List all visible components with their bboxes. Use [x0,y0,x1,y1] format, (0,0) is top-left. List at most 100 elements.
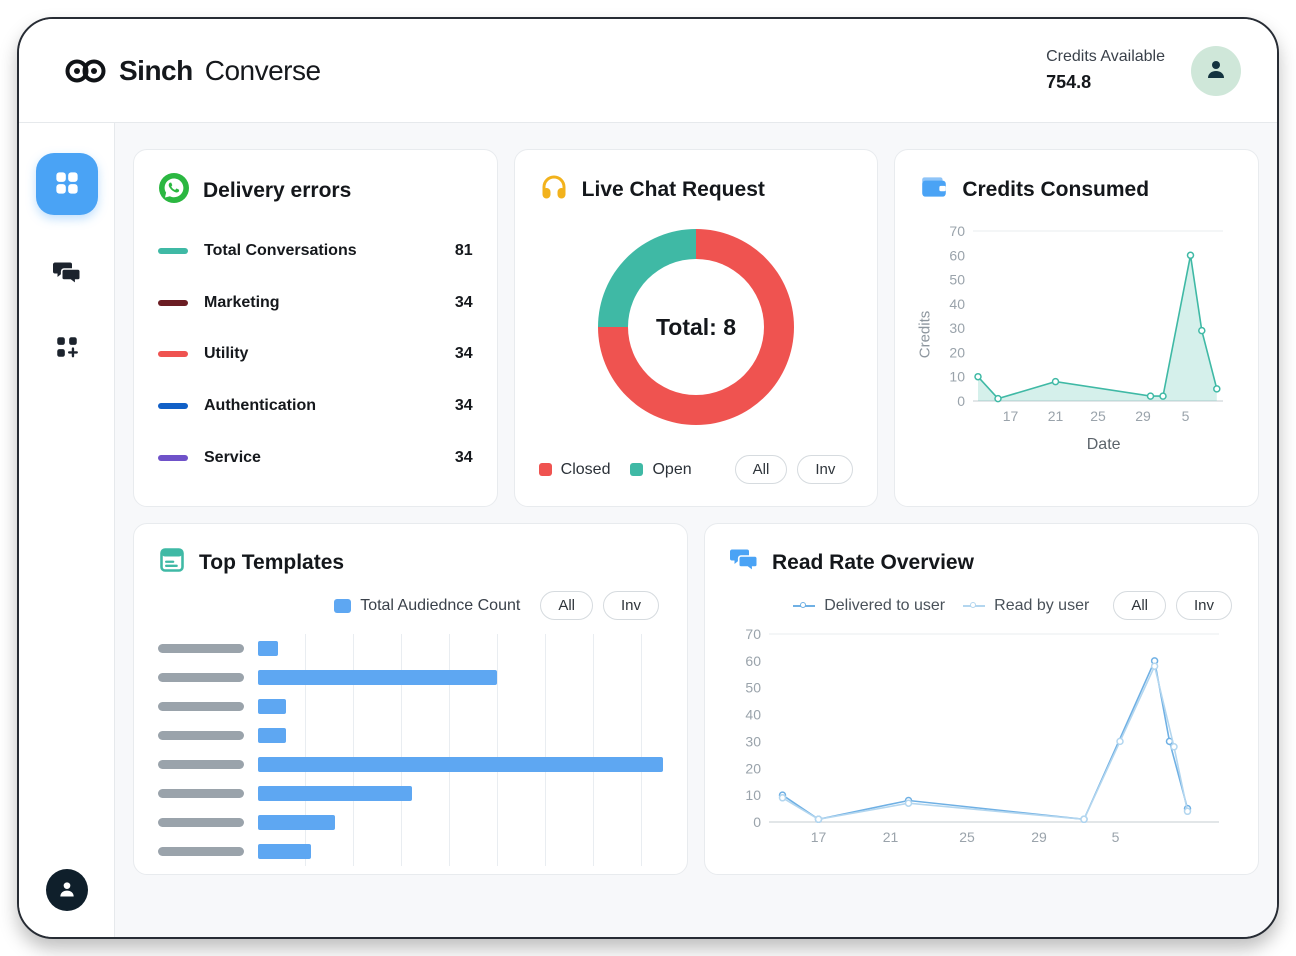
template-row [158,808,663,837]
template-label-placeholder [158,847,244,856]
audience-count-bar[interactable] [258,728,287,743]
sidebar-item-dashboard[interactable] [35,153,98,215]
credits-area-chart-svg[interactable]: 0 10 20 30 40 50 60 70 17 21 25 29 5 [939,221,1231,427]
legend-item-closed: Closed [538,461,610,479]
template-row [158,721,663,750]
filter-inv-button[interactable]: Inv [797,455,854,484]
top-templates-header: Top Templates [158,546,663,579]
bar-track [258,837,663,866]
template-label-placeholder [158,731,244,740]
series-color-dash [158,455,188,462]
metric-value: 81 [454,241,473,259]
card-title: Read Rate Overview [772,550,974,574]
metric-label: Service [204,449,261,467]
bar-track [258,663,663,692]
list-item: Authentication 34 [158,397,473,415]
template-label-placeholder [158,644,244,653]
legend-item-open: Open [630,461,692,479]
sidebar-item-conversations[interactable] [51,259,82,290]
audience-count-bar[interactable] [258,786,412,801]
sinch-logo-icon [63,56,109,86]
sidebar [19,123,115,937]
list-item: Service 34 [158,449,473,467]
filter-inv-button[interactable]: Inv [1175,591,1232,620]
audience-count-bar[interactable] [258,757,663,772]
bar-track [258,808,663,837]
series-color-dash [158,299,188,306]
svg-text:25: 25 [959,829,975,845]
audience-swatch [334,598,352,613]
delivery-errors-header: Delivery errors [158,172,473,209]
svg-text:40: 40 [950,296,966,312]
list-item: Utility 34 [158,345,473,363]
chat-bubbles-blue-icon [729,546,759,579]
metric-label: Total Conversations [204,241,357,259]
live-chat-legend: Closed Open All Inv [538,455,854,484]
list-item: Total Conversations 81 [158,242,473,260]
bar-track [258,750,663,779]
svg-text:29: 29 [1136,408,1152,424]
filter-pills: All Inv [540,591,659,620]
brand: Sinch Converse [63,55,321,87]
template-label-placeholder [158,818,244,827]
template-row [158,634,663,663]
metric-label: Utility [204,345,249,363]
svg-text:10: 10 [950,369,966,385]
svg-text:50: 50 [950,272,966,288]
read-rate-line-chart-svg[interactable]: 0 10 20 30 40 50 60 70 17 21 25 29 5 [735,624,1227,848]
live-chat-header: Live Chat Request [539,172,854,207]
audience-count-bar[interactable] [258,815,335,830]
sidebar-profile-button[interactable] [45,869,88,911]
live-chat-donut-chart[interactable]: Total: 8 [597,229,794,425]
svg-text:17: 17 [811,829,827,845]
card-title: Credits Consumed [962,177,1150,201]
top-templates-bar-chart[interactable] [158,634,663,866]
credits-label: Credits Available [1046,48,1165,65]
wallet-icon [919,172,949,207]
app-window: Sinch Converse Credits Available 754.8 [17,17,1279,939]
credits-consumed-header: Credits Consumed [919,172,1234,207]
live-chat-request-card: Live Chat Request Total: 8 Closed [513,149,879,507]
read-line-marker [963,601,986,608]
open-swatch [630,463,644,476]
credits-consumed-chart[interactable]: Credits 0 10 20 30 40 50 60 70 17 21 25 29 5 Date [917,221,1234,454]
audience-count-bar[interactable] [258,844,311,859]
user-avatar-button[interactable] [1191,45,1241,96]
svg-text:5: 5 [1112,829,1120,845]
template-row [158,692,663,721]
filter-inv-button[interactable]: Inv [602,591,659,620]
audience-count-bar[interactable] [258,670,497,685]
credits-value: 754.8 [1046,72,1092,92]
svg-text:40: 40 [745,707,761,723]
bar-track [258,721,663,750]
filter-pills: All Inv [1113,591,1232,620]
audience-count-bar[interactable] [258,699,287,714]
legend-item-audience: Total Audiednce Count [334,597,520,615]
read-rate-legend: Delivered to user Read by user All Inv [729,591,1232,620]
svg-text:5: 5 [1182,408,1190,424]
series-color-dash [158,247,188,254]
credits-consumed-card: Credits Consumed Credits 0 10 20 30 40 50 60 70… [894,149,1259,507]
svg-text:70: 70 [745,626,761,642]
svg-text:21: 21 [883,829,899,845]
svg-text:70: 70 [950,223,966,239]
template-row [158,663,663,692]
delivered-line-marker [793,601,816,608]
read-rate-chart[interactable]: 0 10 20 30 40 50 60 70 17 21 25 29 5 [729,624,1234,853]
legend-label: Delivered to user [824,596,946,614]
top-templates-card: Top Templates Total Audiednce Count All … [133,523,688,875]
filter-all-button[interactable]: All [1113,591,1166,620]
credits-available: Credits Available 754.8 [1046,48,1165,93]
filter-all-button[interactable]: All [734,455,788,484]
template-label-placeholder [158,702,244,711]
template-row [158,750,663,779]
filter-all-button[interactable]: All [540,591,593,620]
template-icon [158,546,186,579]
sidebar-item-integrations[interactable] [54,334,80,363]
bottom-card-row: Top Templates Total Audiednce Count All … [133,523,1259,875]
audience-count-bar[interactable] [258,641,279,656]
delivery-errors-card: Delivery errors Total Conversations 81 M… [133,149,498,507]
legend-item-read: Read by user [963,597,1089,615]
svg-text:30: 30 [745,733,761,749]
svg-text:21: 21 [1048,408,1064,424]
